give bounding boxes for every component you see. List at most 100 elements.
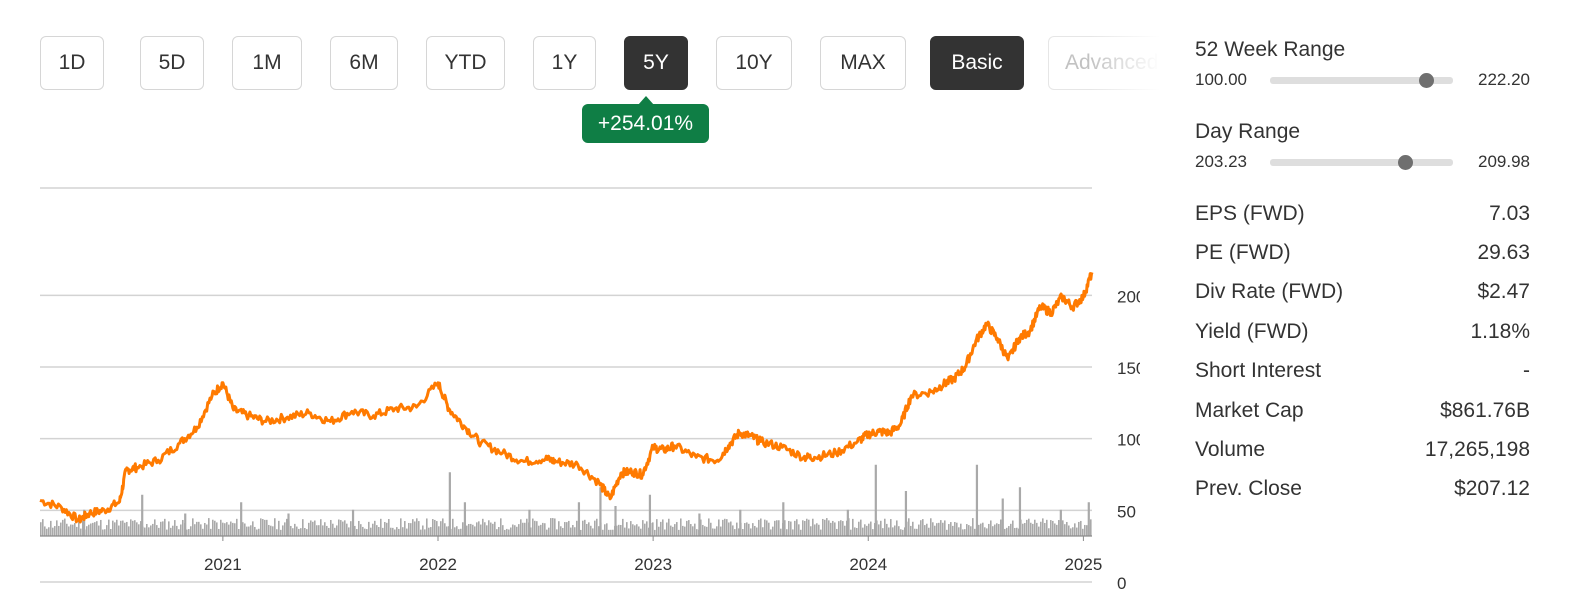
volume-bar: [738, 528, 740, 536]
volume-bar: [124, 522, 126, 536]
volume-bar: [948, 524, 950, 536]
volume-bar: [458, 529, 460, 536]
volume-bar: [638, 526, 640, 536]
volume-bar: [834, 522, 836, 536]
volume-bar: [992, 526, 994, 536]
volume-bar: [954, 522, 956, 536]
volume-bar: [826, 518, 828, 536]
range-5d-button[interactable]: 5D: [140, 36, 204, 90]
volume-bar: [912, 521, 914, 536]
range-1y-button[interactable]: 1Y: [533, 36, 596, 90]
volume-bar: [404, 521, 406, 536]
volume-bar: [1024, 522, 1026, 536]
volume-spike: [528, 509, 531, 536]
volume-bar: [908, 518, 910, 536]
volume-bar: [50, 520, 52, 536]
volume-bar: [960, 523, 962, 536]
volume-bar: [1046, 519, 1048, 536]
range-10y-button[interactable]: 10Y: [716, 36, 792, 90]
volume-bar: [550, 518, 552, 536]
volume-spike: [1001, 498, 1004, 536]
stat-row-pe: PE (FWD) 29.63: [1195, 233, 1530, 272]
volume-bar: [1034, 519, 1036, 536]
week52-range-high: 222.20: [1478, 70, 1530, 89]
volume-bar: [414, 521, 416, 536]
volume-bar: [72, 524, 74, 536]
volume-bar: [318, 525, 320, 536]
volume-bar: [716, 526, 718, 536]
basic-mode-button[interactable]: Basic: [930, 36, 1024, 90]
volume-bar: [108, 519, 110, 536]
volume-bar: [396, 527, 398, 536]
volume-bar: [634, 525, 636, 536]
volume-bar: [452, 518, 454, 536]
volume-bar: [556, 529, 558, 536]
volume-bar: [592, 528, 594, 536]
volume-bar: [162, 521, 164, 536]
volume-bar: [208, 518, 210, 536]
volume-bar: [744, 523, 746, 536]
volume-bar: [750, 528, 752, 536]
volume-bar: [996, 523, 998, 536]
overflow-fade: [1090, 36, 1160, 92]
volume-bar: [704, 526, 706, 536]
volume-bar: [146, 523, 148, 536]
volume-bar: [1068, 525, 1070, 536]
volume-bar: [434, 519, 436, 536]
volume-bar: [910, 525, 912, 536]
volume-bar: [316, 525, 318, 536]
volume-bar: [686, 520, 688, 536]
volume-spike: [240, 502, 243, 536]
y-tick-label: 150: [1117, 359, 1140, 378]
volume-bar: [306, 529, 308, 536]
volume-bar: [270, 525, 272, 536]
volume-bar: [300, 528, 302, 536]
volume-bar: [294, 523, 296, 536]
volume-bar: [462, 522, 464, 536]
volume-bar: [938, 522, 940, 536]
range-5y-button[interactable]: 5Y: [624, 36, 688, 90]
volume-bar: [526, 518, 528, 536]
volume-bar: [858, 521, 860, 536]
volume-bar: [924, 525, 926, 536]
volume-bar: [856, 527, 858, 536]
volume-bar: [612, 529, 614, 536]
range-ytd-button[interactable]: YTD: [426, 36, 505, 90]
stat-label: EPS (FWD): [1195, 201, 1305, 225]
volume-bar: [978, 524, 980, 536]
volume-bar: [548, 527, 550, 536]
stat-row-volume: Volume 17,265,198: [1195, 430, 1530, 469]
volume-bar: [154, 519, 156, 536]
volume-bar: [384, 522, 386, 536]
day-range-high: 209.98: [1478, 152, 1530, 171]
volume-bar: [210, 528, 212, 536]
volume-bar: [754, 525, 756, 536]
volume-bar: [850, 529, 852, 536]
volume-bar: [814, 524, 816, 536]
volume-bar: [964, 529, 966, 536]
volume-bar: [582, 520, 584, 536]
price-chart: 0 50 100 150 200 2021 2022 2023 2024 2025: [39, 187, 1140, 590]
volume-bar: [248, 526, 250, 536]
range-max-button[interactable]: MAX: [820, 36, 906, 90]
volume-bar: [770, 529, 772, 536]
volume-bar: [144, 527, 146, 536]
volume-bar: [344, 520, 346, 536]
volume-bar: [522, 522, 524, 536]
volume-bar: [946, 529, 948, 536]
week52-range-title: 52 Week Range: [1195, 38, 1346, 61]
volume-bar: [392, 527, 394, 536]
volume-spike: [463, 502, 467, 536]
volume-bar: [800, 529, 802, 536]
range-1m-button[interactable]: 1M: [232, 36, 302, 90]
volume-bar: [552, 518, 554, 536]
range-6m-button[interactable]: 6M: [330, 36, 398, 90]
volume-bar: [636, 524, 638, 536]
volume-bar: [244, 523, 246, 536]
volume-bar: [722, 519, 724, 536]
volume-bar: [672, 526, 674, 536]
range-1d-button[interactable]: 1D: [40, 36, 104, 90]
volume-bar: [166, 529, 168, 536]
volume-bar: [76, 526, 78, 536]
volume-bar: [1042, 518, 1044, 536]
